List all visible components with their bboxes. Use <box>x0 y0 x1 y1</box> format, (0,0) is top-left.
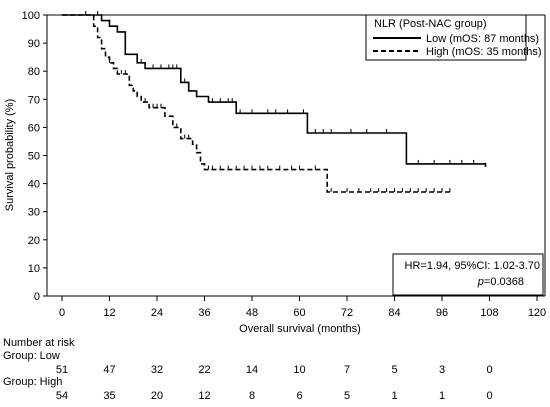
y-tick-label: 70 <box>28 94 40 106</box>
survival-curve-high <box>62 14 450 193</box>
risk-count-low: 7 <box>344 364 350 376</box>
risk-count-low: 0 <box>486 364 492 376</box>
risk-count-low: 10 <box>293 364 305 376</box>
x-tick-label: 60 <box>293 307 305 319</box>
x-tick-label: 72 <box>341 307 353 319</box>
survival-curve-low <box>62 14 487 167</box>
y-tick-label: 100 <box>22 10 40 22</box>
x-tick-label: 48 <box>246 307 258 319</box>
y-axis-ticks: 0 10 20 30 40 50 60 70 80 90 100 <box>22 10 47 303</box>
risk-count-high: 35 <box>103 390 115 402</box>
risk-count-high: 54 <box>56 390 68 402</box>
risk-count-low: 3 <box>439 364 445 376</box>
legend-label-high: High (mOS: 35 months) <box>426 46 542 58</box>
y-tick-label: 30 <box>28 207 40 219</box>
y-tick-label: 0 <box>34 291 40 303</box>
hazard-ratio-text: HR=1.94, 95%CI: 1.02-3.70 <box>405 260 540 272</box>
risk-count-low: 32 <box>151 364 163 376</box>
x-tick-label: 108 <box>480 307 498 319</box>
risk-count-high: 6 <box>296 390 302 402</box>
x-tick-label: 120 <box>528 307 546 319</box>
risk-count-low: 22 <box>198 364 210 376</box>
x-tick-label: 36 <box>198 307 210 319</box>
y-tick-label: 20 <box>28 235 40 247</box>
x-tick-label: 0 <box>59 307 65 319</box>
risk-count-low: 5 <box>391 364 397 376</box>
risk-count-low: 14 <box>246 364 258 376</box>
risk-count-high: 5 <box>344 390 350 402</box>
x-axis-ticks: 0 12 24 36 48 60 72 84 96 108 120 <box>59 296 546 319</box>
risk-count-high: 8 <box>249 390 255 402</box>
risk-count-high: 0 <box>486 390 492 402</box>
x-tick-label: 96 <box>436 307 448 319</box>
risk-count-high: 20 <box>151 390 163 402</box>
risk-count-high: 1 <box>391 390 397 402</box>
x-tick-label: 12 <box>103 307 115 319</box>
x-tick-label: 84 <box>388 307 400 319</box>
y-tick-label: 60 <box>28 122 40 134</box>
survival-curves <box>62 11 487 193</box>
risk-group-low-label: Group: Low <box>3 350 60 362</box>
risk-group-high-label: Group: High <box>3 376 62 388</box>
risk-table: Number at risk Group: Low 51 47 32 22 14 10 7 5… <box>3 337 493 402</box>
y-tick-label: 80 <box>28 66 40 78</box>
y-axis-title: Survival probability (%) <box>4 99 16 211</box>
p-value-text: p=0.0368 <box>477 276 524 288</box>
y-tick-label: 50 <box>28 151 40 163</box>
x-tick-label: 24 <box>151 307 163 319</box>
legend-title: NLR (Post-NAC group) <box>374 18 486 30</box>
legend-label-low: Low (mOS: 87 months) <box>426 33 539 45</box>
risk-row-high: 54 35 20 12 8 6 5 1 1 0 <box>56 390 493 402</box>
risk-table-title: Number at risk <box>3 337 75 349</box>
y-tick-label: 10 <box>28 263 40 275</box>
risk-row-low: 51 47 32 22 14 10 7 5 3 0 <box>56 364 493 376</box>
x-axis-title: Overall survival (months) <box>239 323 361 335</box>
y-tick-label: 90 <box>28 38 40 50</box>
risk-count-high: 1 <box>439 390 445 402</box>
legend: NLR (Post-NAC group) Low (mOS: 87 months… <box>365 14 542 61</box>
risk-count-high: 12 <box>198 390 210 402</box>
risk-count-low: 51 <box>56 364 68 376</box>
risk-count-low: 47 <box>103 364 115 376</box>
stats-box: HR=1.94, 95%CI: 1.02-3.70 p=0.0368 <box>392 253 544 296</box>
stats-box-frame <box>392 253 544 296</box>
y-tick-label: 40 <box>28 179 40 191</box>
